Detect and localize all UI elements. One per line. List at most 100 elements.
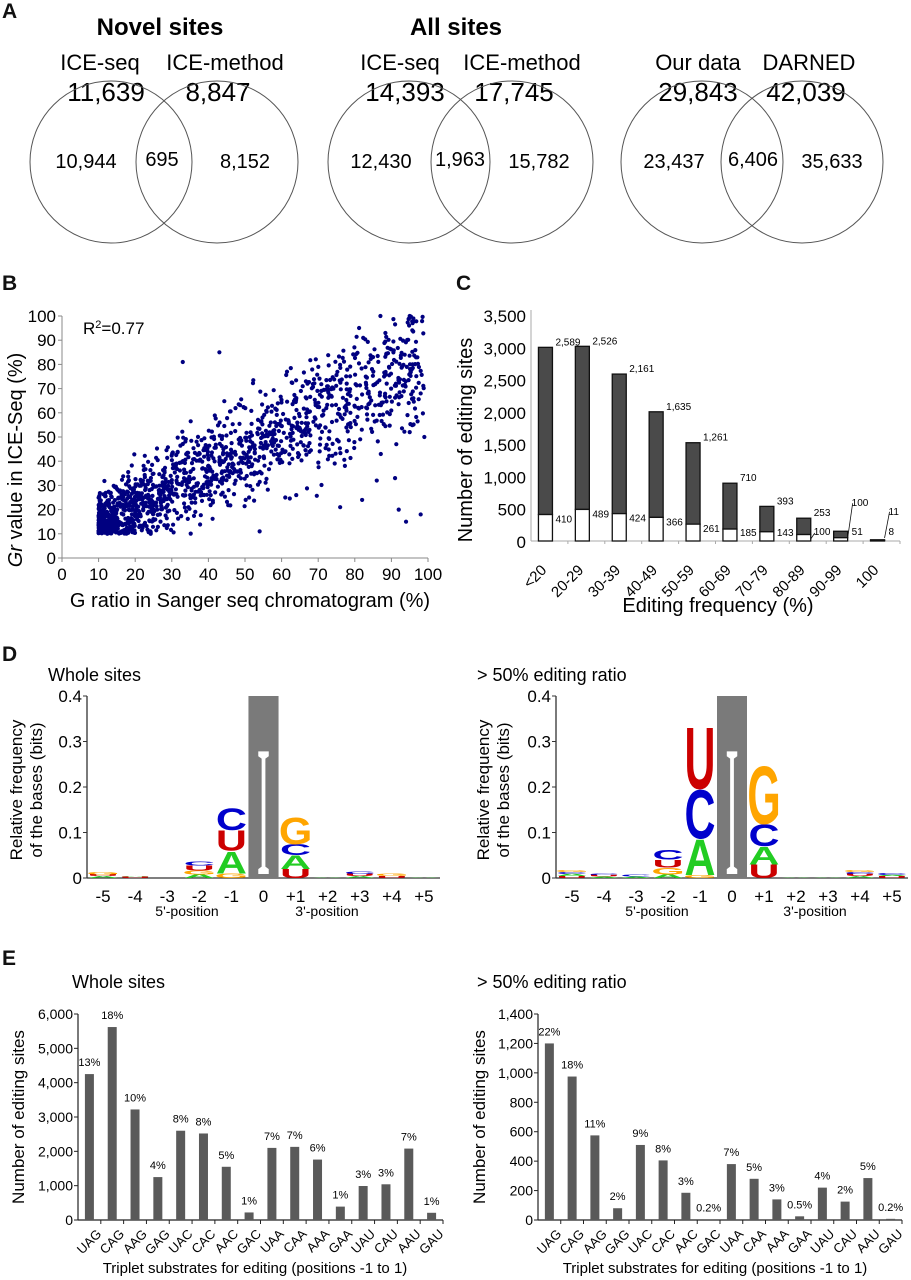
x-tick-label: 40 xyxy=(199,565,218,584)
scatter-point xyxy=(200,484,205,490)
y-tick-label: 3,500 xyxy=(483,307,526,326)
scatter-point xyxy=(391,339,396,344)
scatter-point xyxy=(303,448,308,453)
bar xyxy=(176,1130,186,1220)
bar-percent-label: 18% xyxy=(101,1010,123,1022)
scatter-point xyxy=(383,391,388,396)
scatter-point xyxy=(133,477,138,482)
scatter-point xyxy=(335,369,340,374)
bar-percent-label: 5% xyxy=(746,1162,762,1174)
scatter-point xyxy=(334,418,339,423)
scatter-point xyxy=(300,384,305,389)
scatter-point xyxy=(169,458,174,463)
scatter-point xyxy=(183,488,188,493)
scatter-point xyxy=(184,509,189,514)
scatter-point xyxy=(341,359,347,364)
scatter-point xyxy=(395,345,400,351)
scatter-point xyxy=(352,440,357,445)
scatter-point xyxy=(284,369,290,374)
scatter-point xyxy=(407,313,412,319)
scatter-point xyxy=(121,528,126,533)
scatter-point xyxy=(175,435,180,440)
venn-left-only: 12,430 xyxy=(350,151,411,173)
x-axis-5prime-label: 5'-position xyxy=(155,903,218,919)
venn-left-circle xyxy=(29,80,193,244)
scatter-point xyxy=(205,475,210,480)
scatter-point xyxy=(292,415,297,420)
scatter-point xyxy=(359,427,364,432)
scatter-point xyxy=(365,339,370,344)
scatter-point xyxy=(202,454,207,459)
scatter-point xyxy=(154,446,160,451)
bar-percent-label: 7% xyxy=(723,1147,739,1159)
scatter-point xyxy=(316,460,321,465)
scatter-point xyxy=(258,440,263,446)
scatter-point xyxy=(150,462,155,467)
scatter-point xyxy=(360,497,365,503)
venn-left-circle xyxy=(620,80,784,244)
x-axis-3prime-label: 3'-position xyxy=(783,903,846,919)
logo-letter-c: C xyxy=(877,873,908,876)
scatter-point xyxy=(352,355,358,361)
bar xyxy=(335,1206,345,1220)
scatter-point xyxy=(244,483,249,488)
scatter-point xyxy=(123,482,129,487)
scatter-point xyxy=(248,484,253,489)
scatter-point xyxy=(225,453,230,458)
bar-lower-segment xyxy=(537,513,554,542)
scatter-point xyxy=(260,422,265,427)
scatter-point xyxy=(167,493,172,498)
scatter-point xyxy=(420,314,425,319)
scatter-point xyxy=(340,395,345,400)
bar xyxy=(198,1133,208,1220)
venn-right-label: DARNED xyxy=(763,50,856,75)
scatter-point xyxy=(406,337,411,342)
scatter-point xyxy=(353,382,358,387)
scatter-point xyxy=(148,529,153,534)
scatter-point xyxy=(310,381,315,387)
chart-title: Whole sites xyxy=(72,972,165,992)
y-tick-label: 400 xyxy=(510,1153,534,1169)
bar xyxy=(427,1212,437,1220)
scatter-point xyxy=(256,458,261,463)
scatter-point xyxy=(228,503,233,508)
scatter-point xyxy=(171,522,176,527)
scatter-point xyxy=(142,453,147,458)
scatter-point xyxy=(403,519,409,524)
scatter-point xyxy=(311,419,316,424)
logo-letter-c: C xyxy=(216,802,247,837)
scatter-point xyxy=(128,500,133,505)
scatter-point xyxy=(171,530,176,535)
scatter-point xyxy=(109,507,114,512)
venn-left-label: Our data xyxy=(655,50,741,75)
position-label: -1 xyxy=(692,887,707,906)
x-tick-label: 20-29 xyxy=(548,562,587,601)
scatter-point xyxy=(342,457,347,462)
scatter-point xyxy=(137,524,142,530)
venn-right-only: 35,633 xyxy=(801,151,862,173)
scatter-point xyxy=(331,386,336,391)
scatter-point xyxy=(162,523,167,528)
scatter-point xyxy=(204,480,209,485)
bar-lower-label: 185 xyxy=(740,528,757,539)
scatter-point xyxy=(348,387,353,392)
y-tick-label: 70 xyxy=(37,380,56,399)
scatter-point xyxy=(260,402,265,407)
scatter-point xyxy=(348,374,353,379)
scatter-plot-b: 0 10 20 30 40 50 60 70 80 90 100 0 10 20 30 40 50 60 70 80 9… xyxy=(5,307,442,612)
scatter-point xyxy=(116,530,121,536)
bar-upper-segment xyxy=(796,517,812,536)
scatter-point xyxy=(177,460,182,465)
y-tick-label: 1,400 xyxy=(498,1006,533,1022)
scatter-point xyxy=(416,364,421,370)
scatter-point xyxy=(174,510,179,515)
scatter-point xyxy=(355,350,360,355)
scatter-point xyxy=(275,443,280,448)
scatter-point xyxy=(188,531,193,536)
scatter-point xyxy=(368,356,373,361)
bar-chart-triplets-over-50pct: > 50% editing ratio 0 200 400 600 800 1,000 1,… xyxy=(470,972,906,1277)
scatter-point xyxy=(356,405,361,410)
scatter-point xyxy=(263,392,268,397)
logo-body: 00.10.20.30.4-5UACG-4AUC-3AC-2AGUC-1GACU… xyxy=(527,687,908,915)
venn-left-total: 14,393 xyxy=(365,77,445,107)
